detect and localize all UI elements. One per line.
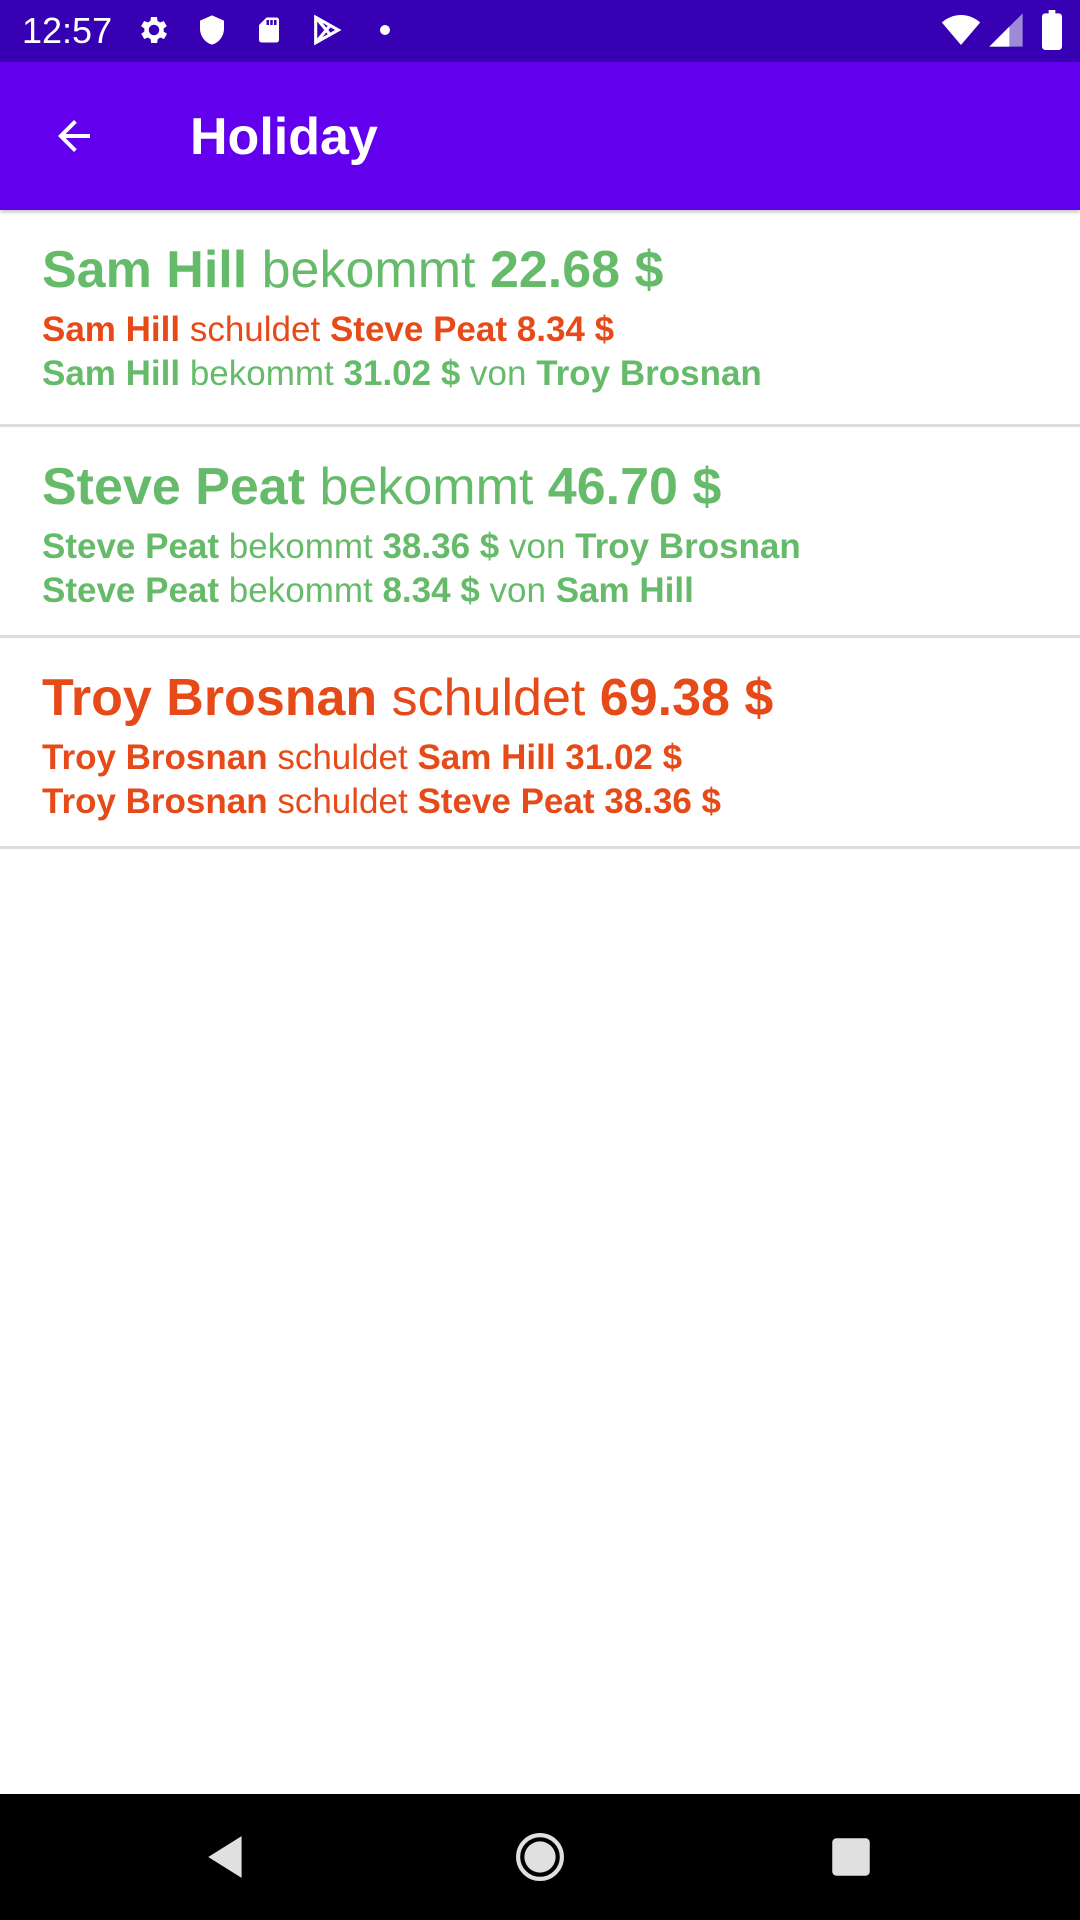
sd-card-icon	[259, 17, 279, 43]
cell-signal-icon	[989, 13, 1023, 47]
detail-line: Troy Brosnan schuldet Sam Hill 31.02 $	[42, 736, 1038, 780]
joiner: von	[508, 527, 566, 566]
app-bar: Holiday	[0, 62, 1080, 210]
list-item[interactable]: Sam Hill bekommt 22.68 $ Sam Hill schuld…	[0, 210, 1080, 427]
person-name: Steve Peat	[417, 782, 595, 821]
detail-line: Steve Peat bekommt 38.36 $ von Troy Bros…	[42, 525, 1038, 569]
amount: 8.34 $	[382, 571, 480, 610]
verb: bekommt	[228, 571, 373, 610]
amount: 38.36 $	[382, 527, 500, 566]
verb: bekommt	[189, 354, 334, 393]
person-name: Troy Brosnan	[42, 782, 268, 821]
dot-icon	[380, 25, 390, 35]
summary-line: Steve Peat bekommt 46.70 $	[42, 457, 1038, 517]
person-name: Sam Hill	[42, 354, 181, 393]
amount: 38.36 $	[604, 782, 722, 821]
person-name: Troy Brosnan	[536, 354, 762, 393]
person-name: Troy Brosnan	[575, 527, 801, 566]
summary-line: Sam Hill bekommt 22.68 $	[42, 240, 1038, 300]
battery-icon	[1042, 10, 1062, 50]
summary-line: Troy Brosnan schuldet 69.38 $	[42, 668, 1038, 728]
detail-line: Sam Hill schuldet Steve Peat 8.34 $	[42, 308, 1038, 352]
verb: bekommt	[228, 527, 373, 566]
amount: 46.70 $	[547, 458, 722, 516]
status-icons-right	[940, 10, 1080, 52]
settlement-list: Sam Hill bekommt 22.68 $ Sam Hill schuld…	[0, 210, 1080, 849]
joiner: von	[470, 354, 527, 393]
play-store-icon	[314, 14, 342, 46]
amount: 31.02 $	[565, 738, 683, 777]
amount: 69.38 $	[599, 669, 774, 727]
home-circle-icon[interactable]	[515, 1832, 565, 1882]
verb: bekommt	[319, 458, 534, 516]
person-name: Steve Peat	[42, 458, 306, 516]
person-name: Sam Hill	[42, 241, 248, 299]
person-name: Troy Brosnan	[42, 669, 378, 727]
person-name: Sam Hill	[417, 738, 556, 777]
verb: schuldet	[189, 310, 321, 349]
person-name: Steve Peat	[329, 310, 508, 349]
detail-line: Sam Hill bekommt 31.02 $ von Troy Brosna…	[42, 352, 1038, 396]
list-item[interactable]: Troy Brosnan schuldet 69.38 $ Troy Brosn…	[0, 638, 1080, 849]
wifi-icon	[941, 15, 981, 45]
status-bar: 12:57	[0, 0, 1080, 62]
system-nav-bar	[0, 1794, 1080, 1920]
person-name: Troy Brosnan	[42, 738, 268, 777]
verb: schuldet	[391, 669, 586, 727]
list-item[interactable]: Steve Peat bekommt 46.70 $ Steve Peat be…	[0, 427, 1080, 638]
verb: schuldet	[277, 738, 408, 777]
person-name: Sam Hill	[555, 571, 694, 610]
detail-line: Steve Peat bekommt 8.34 $ von Sam Hill	[42, 569, 1038, 613]
joiner: von	[489, 571, 546, 610]
amount: 22.68 $	[489, 241, 664, 299]
amount: 31.02 $	[343, 354, 461, 393]
verb: schuldet	[277, 782, 408, 821]
gear-icon	[141, 16, 168, 44]
recents-square-icon[interactable]	[826, 1832, 876, 1882]
arrow-back-icon	[58, 120, 90, 152]
person-name: Steve Peat	[42, 527, 220, 566]
detail-line: Troy Brosnan schuldet Steve Peat 38.36 $	[42, 780, 1038, 824]
back-triangle-icon[interactable]	[202, 1832, 252, 1882]
amount: 8.34 $	[516, 310, 615, 349]
person-name: Sam Hill	[42, 310, 181, 349]
shield-icon	[200, 15, 224, 45]
verb: bekommt	[261, 241, 476, 299]
person-name: Steve Peat	[42, 571, 220, 610]
page-title: Holiday	[190, 108, 378, 166]
status-time: 12:57	[22, 10, 113, 51]
back-button[interactable]	[36, 104, 112, 168]
